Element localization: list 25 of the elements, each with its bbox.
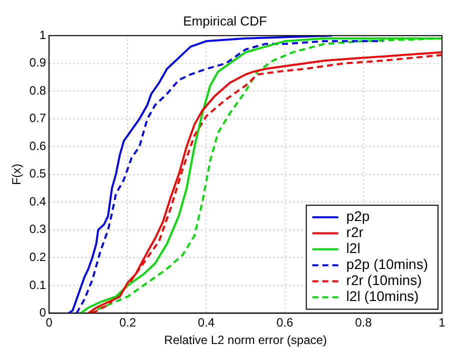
chart-title: Empirical CDF	[183, 13, 267, 28]
y-tick-label: 0	[39, 306, 46, 320]
x-axis-title: Relative L2 norm error (space)	[164, 333, 327, 348]
y-tick-label: 0.1	[29, 278, 46, 292]
x-tick-label: 0.6	[276, 316, 294, 330]
legend-label: l2l	[346, 240, 360, 256]
legend-label: l2l (10mins)	[346, 288, 419, 304]
x-tick-label: 0.4	[198, 316, 215, 330]
y-tick-label: 0.9	[29, 56, 46, 70]
y-tick-label: 0.2	[29, 250, 46, 264]
y-tick-label: 0.6	[29, 138, 46, 153]
y-axis-title: F(x)	[10, 164, 24, 186]
legend-label: p2p (10mins)	[346, 256, 428, 272]
y-tick-label: 0.3	[29, 222, 46, 236]
legend-label: p2p	[346, 208, 370, 224]
y-tick-label: 1	[39, 28, 46, 42]
y-tick-label: 0.4	[29, 194, 46, 208]
x-tick-label: 1	[438, 316, 446, 330]
x-tick-label: 0.2	[119, 316, 136, 330]
y-tick-label: 0.8	[29, 83, 46, 98]
y-tick-label: 0.7	[29, 111, 46, 126]
legend-label: r2r	[346, 224, 364, 240]
x-tick-label: 0.8	[355, 316, 372, 330]
legend-label: r2r (10mins)	[346, 272, 422, 288]
y-tick-label: 0.5	[29, 166, 46, 181]
